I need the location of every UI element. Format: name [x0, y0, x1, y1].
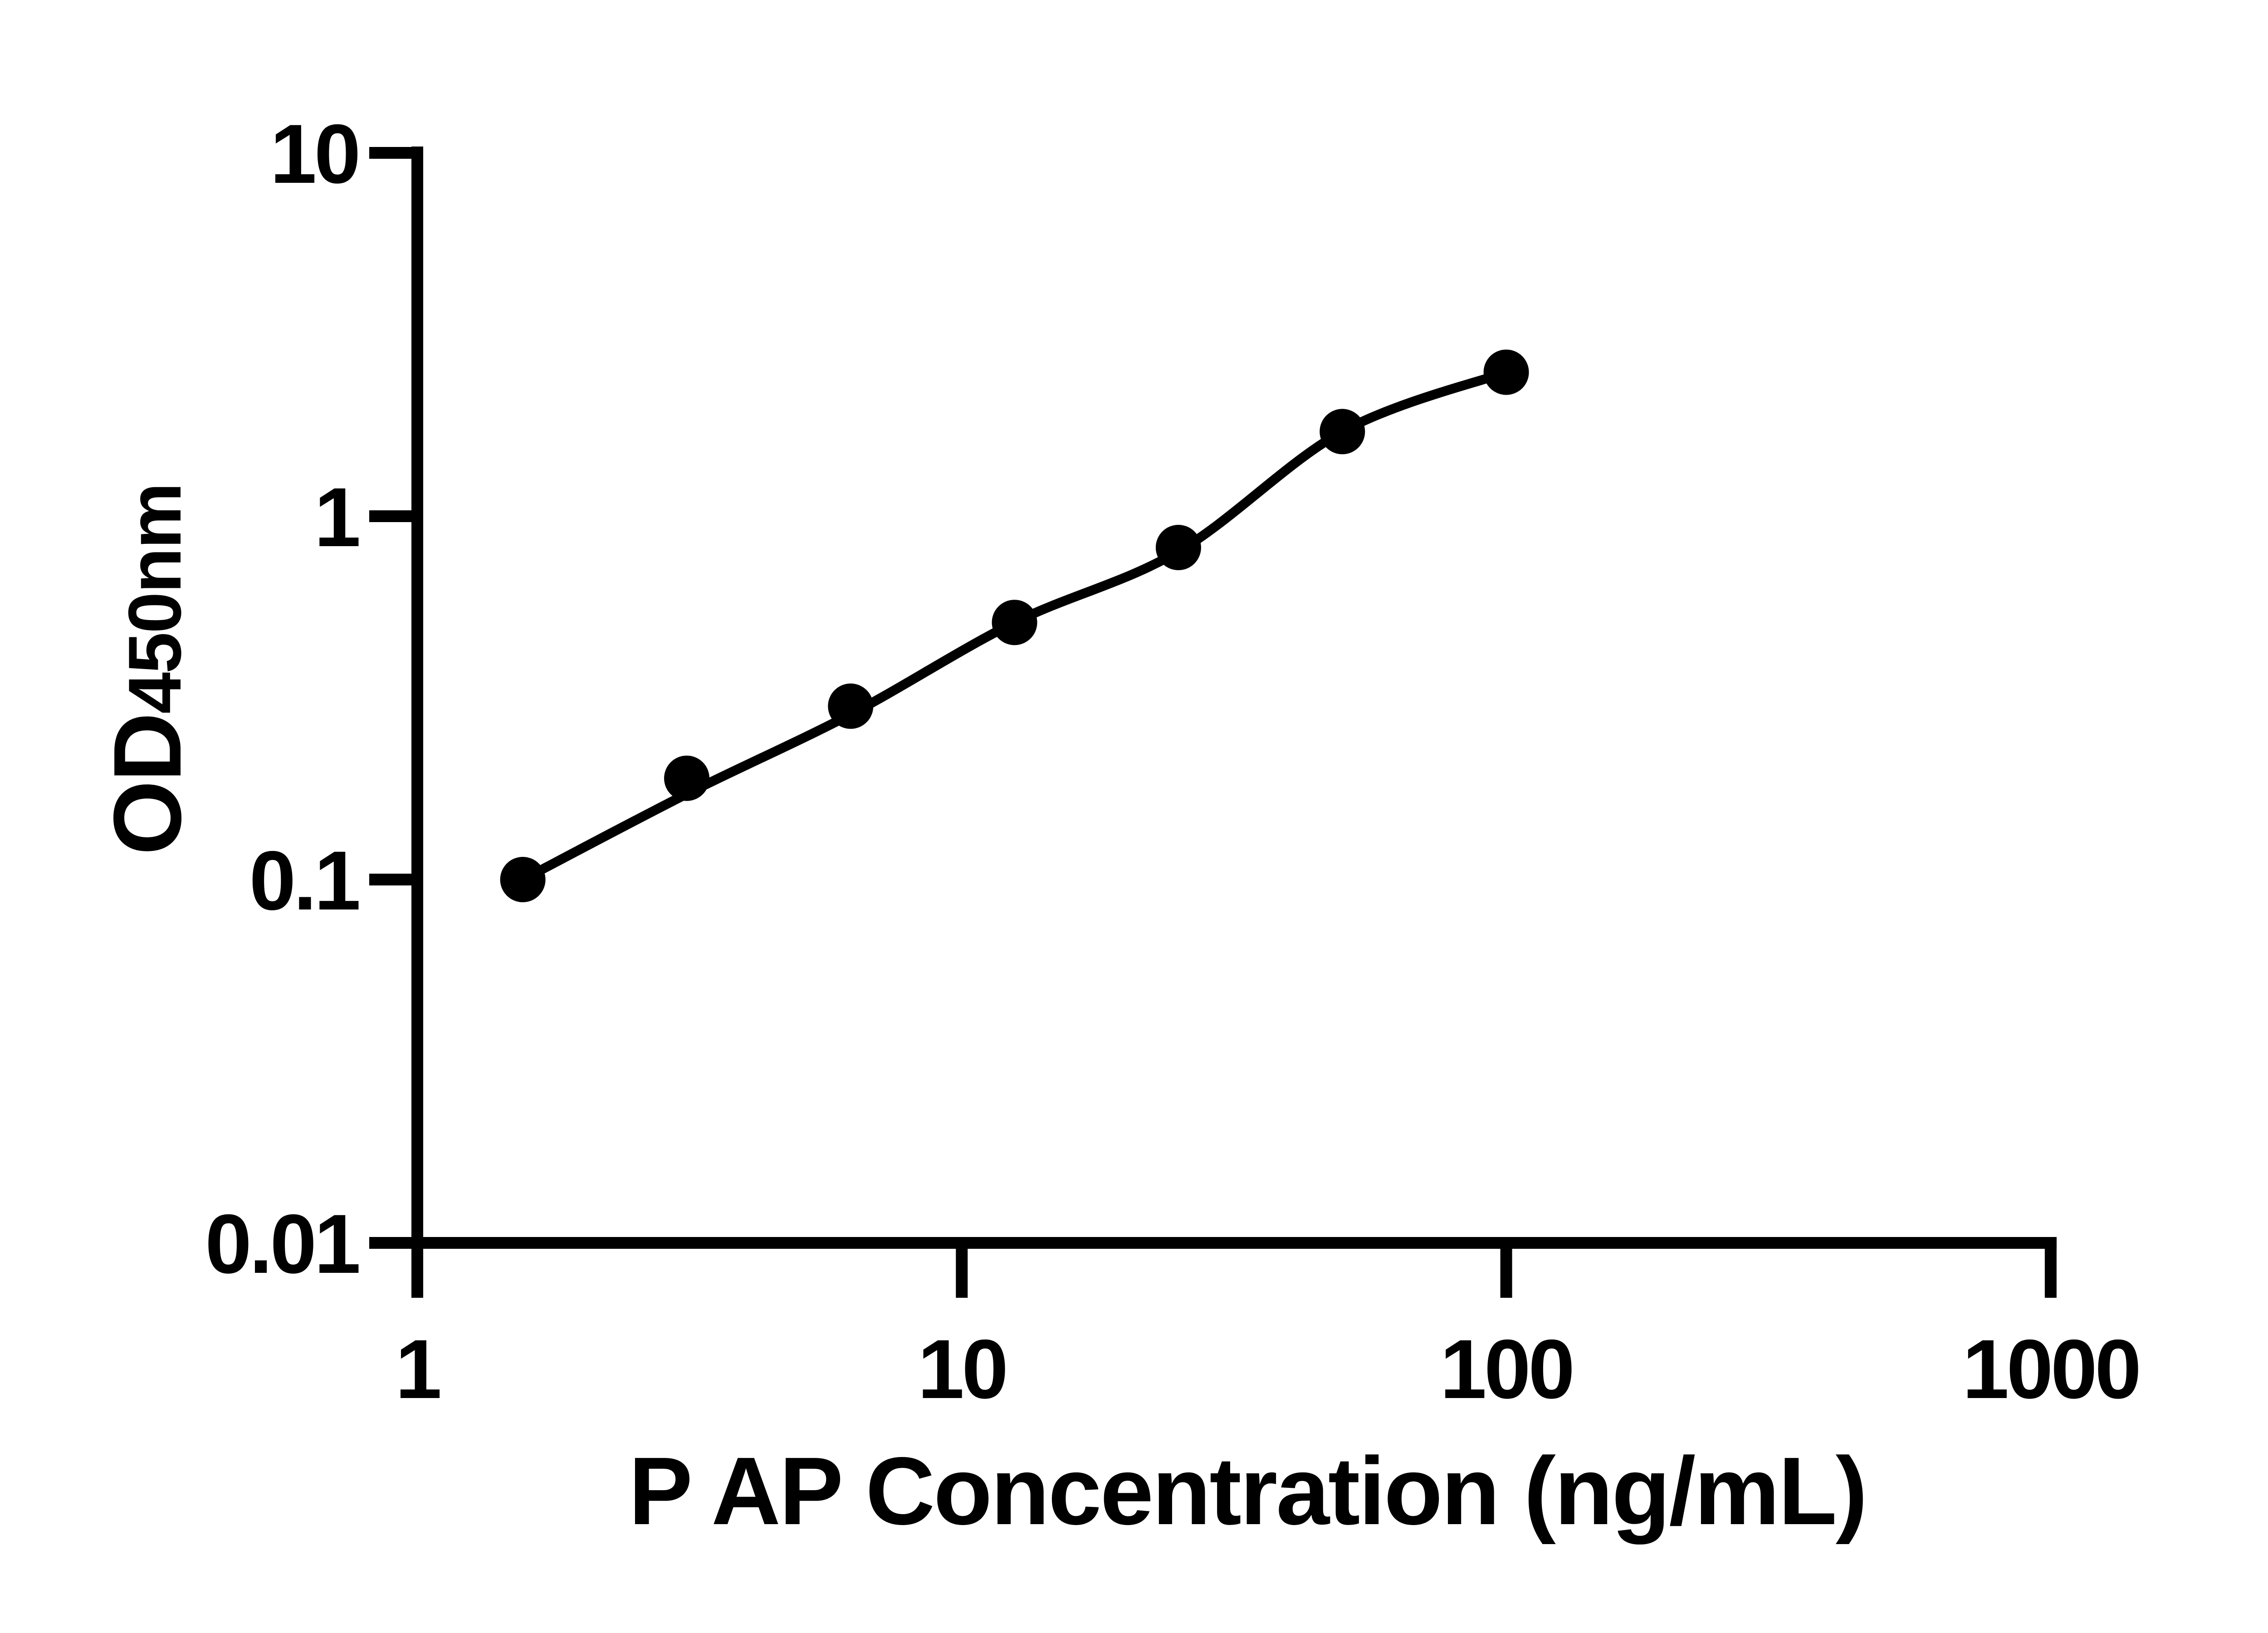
x-tick-label: 1000: [1962, 1323, 2139, 1416]
y-axis-title-main: OD: [93, 714, 201, 856]
y-axis-tick-labels: 10 1 0.1 0.01: [205, 108, 361, 1291]
y-axis-ticks: [369, 147, 411, 1249]
y-tick-label: 1: [314, 471, 359, 564]
y-axis-title-subscript: 450nm: [113, 484, 196, 714]
data-point-marker: [828, 683, 874, 729]
y-tick-label: 10: [270, 108, 358, 201]
data-points: [500, 349, 1529, 902]
x-axis-tick-labels: 1 10 100 1000: [395, 1323, 2141, 1416]
data-point-marker: [992, 600, 1037, 645]
x-axis-ticks: [411, 1243, 2057, 1298]
x-tick-label: 10: [918, 1323, 1006, 1416]
x-tick-label: 100: [1440, 1323, 1573, 1416]
data-point-marker: [1155, 525, 1201, 570]
data-point-marker: [664, 755, 709, 801]
data-point-marker: [500, 857, 546, 902]
data-point-marker: [1483, 349, 1529, 395]
x-tick-label: 1: [395, 1323, 440, 1416]
x-axis-title: P AP Concentration (ng/mL): [629, 1437, 1866, 1545]
data-point-marker: [1320, 409, 1365, 455]
y-tick-label: 0.01: [205, 1198, 359, 1291]
y-tick-label: 0.1: [249, 834, 358, 928]
y-axis-title: OD450nm: [93, 484, 201, 856]
